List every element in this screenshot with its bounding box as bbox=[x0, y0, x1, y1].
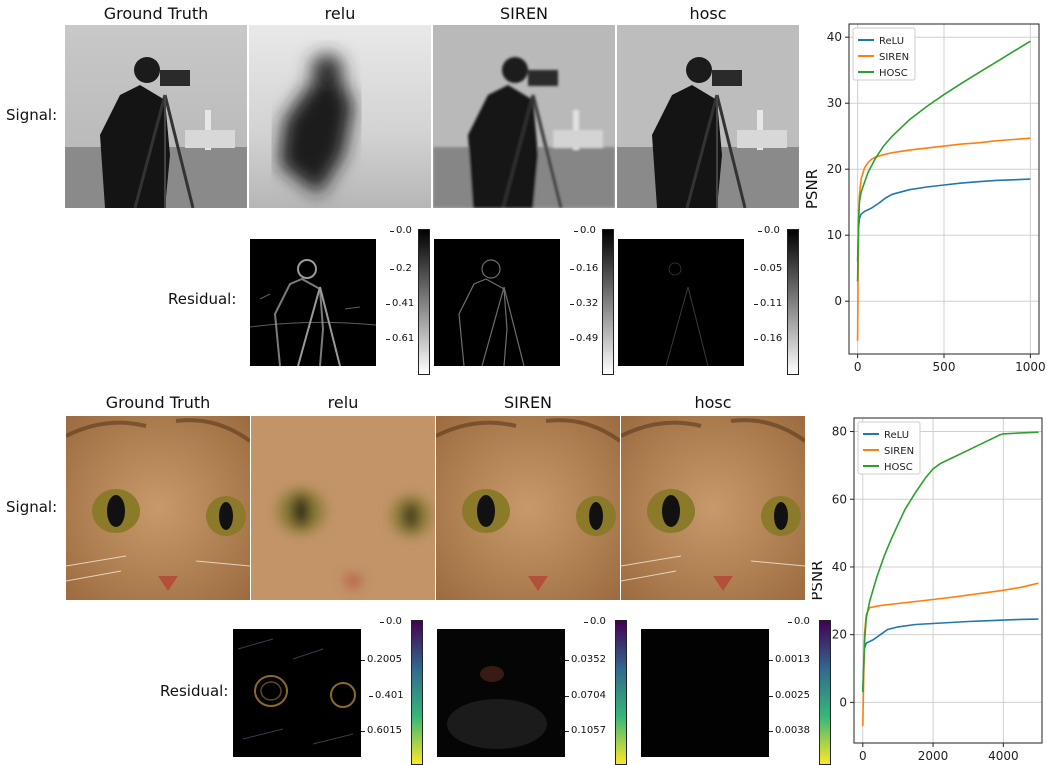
colorbar-tick: 0.0 bbox=[574, 225, 596, 236]
x-tick-label: 500 bbox=[933, 360, 956, 374]
y-axis-label: PSNR bbox=[812, 560, 826, 600]
colorbar-tick: 0.0 bbox=[584, 616, 606, 627]
series-line-hosc bbox=[862, 431, 1039, 693]
colorbar-tick: 0.0 bbox=[390, 225, 412, 236]
colorbar-tick: 0.11 bbox=[753, 298, 783, 309]
legend-label-hosc: HOSC bbox=[884, 462, 913, 473]
series-line-hosc bbox=[856, 40, 1031, 282]
column-title-hosc: hosc bbox=[689, 4, 727, 23]
colorbar-tick: 0.2 bbox=[390, 263, 412, 274]
x-tick-label: 0 bbox=[854, 360, 862, 374]
y-tick-label: 40 bbox=[827, 30, 842, 44]
y-tick-label: 0 bbox=[834, 294, 842, 308]
series-line-relu bbox=[862, 618, 1039, 693]
residual-hosc-cat bbox=[641, 629, 769, 757]
y-tick-label: 60 bbox=[832, 492, 847, 506]
series-line-siren bbox=[856, 137, 1031, 341]
y-tick-label: 0 bbox=[839, 695, 847, 709]
colorbar-tick: 0.0 bbox=[380, 616, 402, 627]
row-label-signal: Signal: bbox=[6, 498, 58, 516]
colorbar-tick: 0.401 bbox=[369, 690, 404, 701]
column-title-siren: SIREN bbox=[503, 393, 553, 412]
colorbar-tick: 0.49 bbox=[569, 333, 599, 344]
colorbar-siren-cameraman bbox=[602, 229, 614, 375]
x-tick-label: 1000 bbox=[1015, 360, 1046, 374]
colorbar-tick: 0.61 bbox=[385, 333, 415, 344]
colorbar-siren-cat bbox=[615, 620, 627, 765]
colorbar-tick: 0.0352 bbox=[565, 654, 606, 665]
colorbar-tick: 0.2005 bbox=[361, 654, 402, 665]
residual-relu-cat bbox=[233, 629, 361, 757]
column-title-hosc: hosc bbox=[694, 393, 732, 412]
image-siren-cameraman bbox=[433, 25, 615, 208]
legend-label-relu: ReLU bbox=[884, 430, 909, 441]
psnr-chart-cat: 0 2000 4000 0 20 40 60 80 PSNR ReLU SIREN HOSC bbox=[812, 417, 1043, 763]
colorbar-tick: 0.0 bbox=[758, 225, 780, 236]
psnr-chart-cameraman: 0 500 1000 0 10 20 30 40 PSNR ReLU SIREN HOSC bbox=[805, 23, 1046, 374]
colorbar-relu-cameraman bbox=[418, 229, 430, 375]
colorbar-tick: 0.6015 bbox=[361, 725, 402, 736]
legend-label-siren: SIREN bbox=[884, 446, 914, 457]
colorbar-tick: 0.16 bbox=[753, 333, 783, 344]
chart-legend: ReLU SIREN HOSC bbox=[852, 27, 916, 81]
series-line-siren bbox=[862, 582, 1039, 727]
row-label-residual: Residual: bbox=[168, 290, 237, 308]
image-relu-cameraman bbox=[249, 25, 431, 208]
series-line-relu bbox=[856, 178, 1031, 262]
colorbar-tick: 0.0704 bbox=[565, 690, 606, 701]
colorbar-tick: 0.32 bbox=[569, 298, 599, 309]
colorbar-hosc-cameraman bbox=[787, 229, 799, 375]
column-title-siren: SIREN bbox=[499, 4, 549, 23]
y-tick-label: 40 bbox=[832, 560, 847, 574]
y-tick-label: 20 bbox=[827, 162, 842, 176]
y-tick-label: 20 bbox=[832, 628, 847, 642]
x-tick-label: 2000 bbox=[918, 749, 949, 763]
legend-label-hosc: HOSC bbox=[879, 68, 908, 79]
colorbar-tick: 0.0 bbox=[788, 616, 810, 627]
column-title-relu: relu bbox=[324, 4, 356, 23]
column-title-ground-truth: Ground Truth bbox=[105, 393, 211, 412]
image-hosc-cat bbox=[621, 416, 805, 600]
x-tick-label: 0 bbox=[859, 749, 867, 763]
colorbar-tick: 0.16 bbox=[569, 263, 599, 274]
residual-siren-cat bbox=[437, 629, 565, 757]
image-siren-cat bbox=[436, 416, 620, 600]
colorbar-tick: 0.0013 bbox=[769, 654, 810, 665]
legend-label-relu: ReLU bbox=[879, 36, 904, 47]
y-tick-label: 10 bbox=[827, 228, 842, 242]
row-label-signal: Signal: bbox=[6, 106, 58, 124]
colorbar-tick: 0.0038 bbox=[769, 725, 810, 736]
column-title-relu: relu bbox=[327, 393, 359, 412]
row-label-residual: Residual: bbox=[160, 682, 229, 700]
x-tick-label: 4000 bbox=[988, 749, 1019, 763]
image-hosc-cameraman bbox=[617, 25, 799, 208]
colorbar-tick: 0.05 bbox=[753, 263, 783, 274]
colorbar-relu-cat bbox=[411, 620, 423, 765]
y-tick-label: 30 bbox=[827, 96, 842, 110]
legend-label-siren: SIREN bbox=[879, 52, 909, 63]
colorbar-tick: 0.41 bbox=[385, 298, 415, 309]
chart-legend: ReLU SIREN HOSC bbox=[857, 421, 921, 475]
y-tick-label: 80 bbox=[832, 425, 847, 439]
plot-frame bbox=[848, 23, 1040, 355]
plot-frame bbox=[853, 417, 1043, 744]
y-axis-label: PSNR bbox=[805, 169, 821, 209]
image-ground-truth-cat bbox=[66, 416, 250, 600]
colorbar-tick: 0.0025 bbox=[769, 690, 810, 701]
image-relu-cat bbox=[251, 416, 435, 600]
residual-relu-cameraman bbox=[250, 239, 376, 366]
residual-siren-cameraman bbox=[434, 239, 560, 366]
colorbar-tick: 0.1057 bbox=[565, 725, 606, 736]
image-ground-truth-cameraman bbox=[65, 25, 247, 208]
column-title-ground-truth: Ground Truth bbox=[103, 4, 209, 23]
residual-hosc-cameraman bbox=[618, 239, 744, 366]
